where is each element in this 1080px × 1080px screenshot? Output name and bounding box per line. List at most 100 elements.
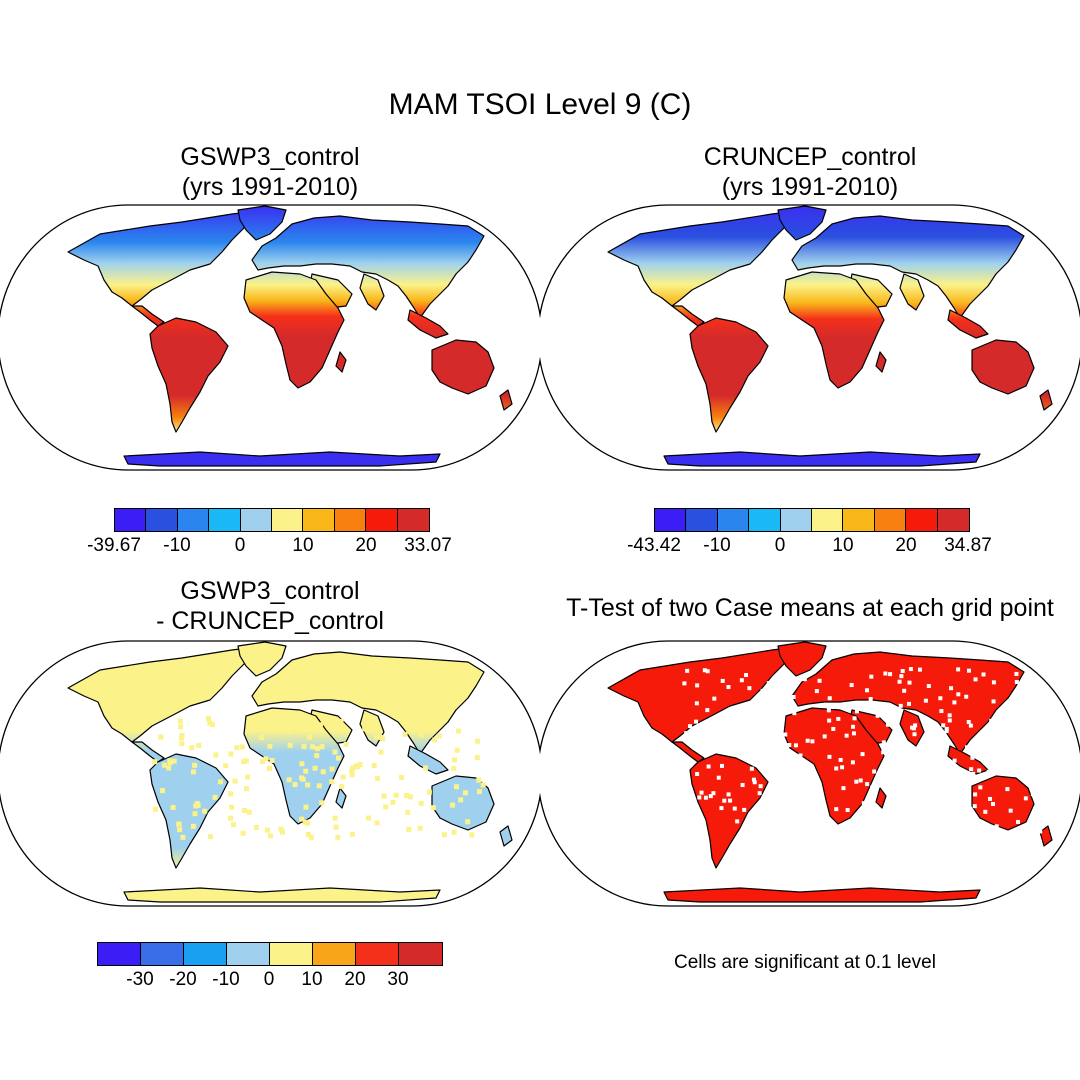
colorbar-tick-label: 0 <box>263 969 275 990</box>
continent-africa <box>243 271 345 389</box>
colorbar-swatch <box>240 509 272 531</box>
continent-madagascar <box>335 351 347 373</box>
continent-newZealand <box>499 825 513 847</box>
colorbar-swatch <box>399 943 442 965</box>
colorbar-swatch <box>937 509 969 531</box>
panel-title-gswp3-line2: (yrs 1991-2010) <box>181 173 359 201</box>
continent-australia <box>971 339 1035 395</box>
map-frame <box>540 640 1080 907</box>
colorbar-tick-label: 0 <box>774 535 786 556</box>
colorbar-swatch <box>146 509 178 531</box>
continent-northAmerica <box>67 211 249 307</box>
continent-southAmerica <box>689 317 769 433</box>
colorbar-swatch <box>209 509 241 531</box>
panel-title-diff: GSWP3_control - CRUNCEP_control <box>70 576 470 636</box>
continent-madagascar <box>335 787 347 809</box>
colorbar-tick-label: 10 <box>832 535 854 556</box>
colorbar-tick-label: 20 <box>355 535 377 556</box>
colorbar-swatch <box>313 943 356 965</box>
continent-madagascar <box>875 787 887 809</box>
panel-title-diff-line1: GSWP3_control <box>180 577 360 605</box>
colorbar-swatch <box>843 509 875 531</box>
map-diff <box>0 640 540 907</box>
colorbar-swatch <box>356 943 399 965</box>
colorbar-cruncep <box>654 508 970 532</box>
continent-australia <box>431 339 495 395</box>
continent-northAmerica <box>607 647 789 743</box>
continent-newZealand <box>1039 389 1053 411</box>
continent-centralAmerica <box>131 741 165 763</box>
map-gswp3 <box>0 204 540 471</box>
colorbar-tick-label: -39.67 <box>87 535 141 556</box>
continent-greenland <box>777 641 827 677</box>
continent-southAmerica <box>149 317 229 433</box>
continent-australia <box>971 775 1035 831</box>
panel-title-cruncep: CRUNCEP_control (yrs 1991-2010) <box>610 142 1010 202</box>
continent-newZealand <box>499 389 513 411</box>
colorbar-tick-label: -43.42 <box>627 535 681 556</box>
panel-title-gswp3-line1: GSWP3_control <box>180 143 360 171</box>
colorbar-swatch <box>397 509 429 531</box>
colorbar-tick-label: 0 <box>234 535 246 556</box>
colorbar-tick-label: 10 <box>292 535 314 556</box>
colorbar-swatch <box>906 509 938 531</box>
continent-seAsia <box>407 745 449 775</box>
colorbar-swatch <box>749 509 781 531</box>
panel-title-cruncep-line1: CRUNCEP_control <box>703 143 917 171</box>
continent-centralAmerica <box>671 741 705 763</box>
continent-eurasia <box>251 215 485 319</box>
map-cruncep <box>540 204 1080 471</box>
colorbar-tick-label: 20 <box>344 969 366 990</box>
continent-newZealand <box>1039 825 1053 847</box>
colorbar-tick-label: 20 <box>895 535 917 556</box>
colorbar-swatch <box>717 509 750 531</box>
colorbar-swatch <box>184 943 227 965</box>
continent-southAmerica <box>689 753 769 869</box>
panel-title-gswp3: GSWP3_control (yrs 1991-2010) <box>70 142 470 202</box>
figure-title: MAM TSOI Level 9 (C) <box>388 88 692 121</box>
colorbar-tick-label: -10 <box>163 535 191 556</box>
map-ttest <box>540 640 1080 907</box>
colorbar-swatch <box>366 509 398 531</box>
continent-antarctica <box>123 887 441 903</box>
colorbar-swatch <box>177 509 210 531</box>
continent-centralAmerica <box>131 305 165 327</box>
colorbar-gswp3 <box>114 508 430 532</box>
colorbar-swatch <box>115 509 147 531</box>
panel-title-ttest: T-Test of two Case means at each grid po… <box>566 594 1054 622</box>
colorbar-tick-label: 33.07 <box>404 535 452 556</box>
colorbar-swatch <box>141 943 184 965</box>
continent-greenland <box>777 205 827 241</box>
colorbar-tick-label: 34.87 <box>944 535 992 556</box>
continent-africa <box>783 707 885 825</box>
map-frame <box>0 640 540 907</box>
colorbar-swatch <box>271 509 304 531</box>
map-frame <box>0 204 540 471</box>
colorbar-swatch <box>780 509 812 531</box>
map-frame <box>540 204 1080 471</box>
continent-seAsia <box>947 745 989 775</box>
panel-title-cruncep-line2: (yrs 1991-2010) <box>721 173 899 201</box>
continent-antarctica <box>663 451 981 467</box>
colorbar-swatch <box>686 509 718 531</box>
colorbar-swatch <box>270 943 313 965</box>
continent-eurasia <box>791 215 1025 319</box>
continent-seAsia <box>407 309 449 339</box>
colorbar-swatch <box>655 509 687 531</box>
continent-southAmerica <box>149 753 229 869</box>
continent-centralAmerica <box>671 305 705 327</box>
continent-antarctica <box>663 887 981 903</box>
colorbar-tick-label: 30 <box>387 969 409 990</box>
continent-africa <box>783 271 885 389</box>
continent-antarctica <box>123 451 441 467</box>
colorbar-diff <box>97 942 443 966</box>
colorbar-swatch <box>334 509 367 531</box>
colorbar-tick-label: -10 <box>212 969 240 990</box>
colorbar-swatch <box>811 509 844 531</box>
colorbar-swatch <box>303 509 335 531</box>
continent-eurasia <box>251 651 485 755</box>
continent-seAsia <box>947 309 989 339</box>
colorbar-swatch <box>98 943 141 965</box>
colorbar-tick-label: -30 <box>126 969 154 990</box>
continent-northAmerica <box>607 211 789 307</box>
